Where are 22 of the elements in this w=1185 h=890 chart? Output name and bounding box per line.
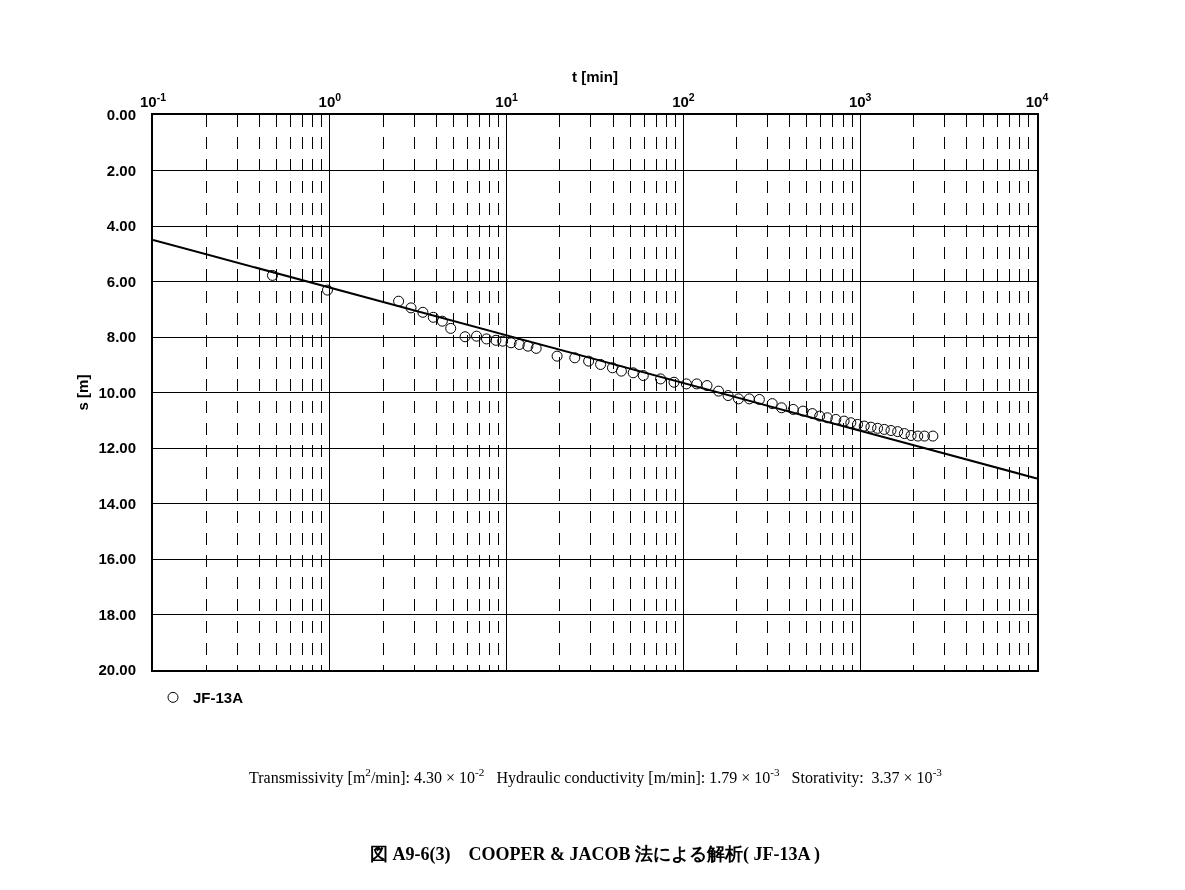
x-tick-label: 10$^{4}$ (1025, 90, 1049, 110)
y-tick-label: 6.00 (106, 272, 136, 290)
text: 図 A9-6(3) COOPER & JACOB 法による解析( JF-13A ) (370, 844, 820, 865)
y-tick-label: 2.00 (106, 161, 136, 179)
y-tick-label: 10.00 (98, 383, 136, 401)
y-tick-label: 8.00 (106, 328, 136, 346)
x-tick-label: 10$^{1}$ (495, 90, 519, 110)
y-axis-title: s [m] (74, 374, 92, 411)
y-tick-label: 12.00 (98, 439, 136, 457)
x-tick-label: 10$^{3}$ (848, 90, 872, 110)
y-tick-label: 14.00 (98, 494, 136, 512)
legend-label: JF-13A (193, 689, 244, 707)
x-tick-label: 10$^{0}$ (318, 90, 342, 110)
x-tick-label: 10$^{-1}$ (139, 90, 167, 110)
y-tick-label: 20.00 (98, 661, 136, 679)
x-axis-title: t [min] (572, 68, 618, 86)
y-tick-label: 4.00 (106, 217, 136, 235)
text: Transmissivity [m$^{2}$/min]: 4.30 × 10$^{-2}$ Hydraulic conductivity [m/min]: 1.79 × 10$^{-3}$ Storativity: 3.37 × 10$^{-3}$ (249, 766, 943, 787)
y-tick-label: 18.00 (98, 605, 136, 623)
y-tick-label: 16.00 (98, 550, 136, 568)
y-tick-label: 0.00 (106, 106, 136, 124)
x-tick-label: 10$^{2}$ (672, 90, 695, 110)
